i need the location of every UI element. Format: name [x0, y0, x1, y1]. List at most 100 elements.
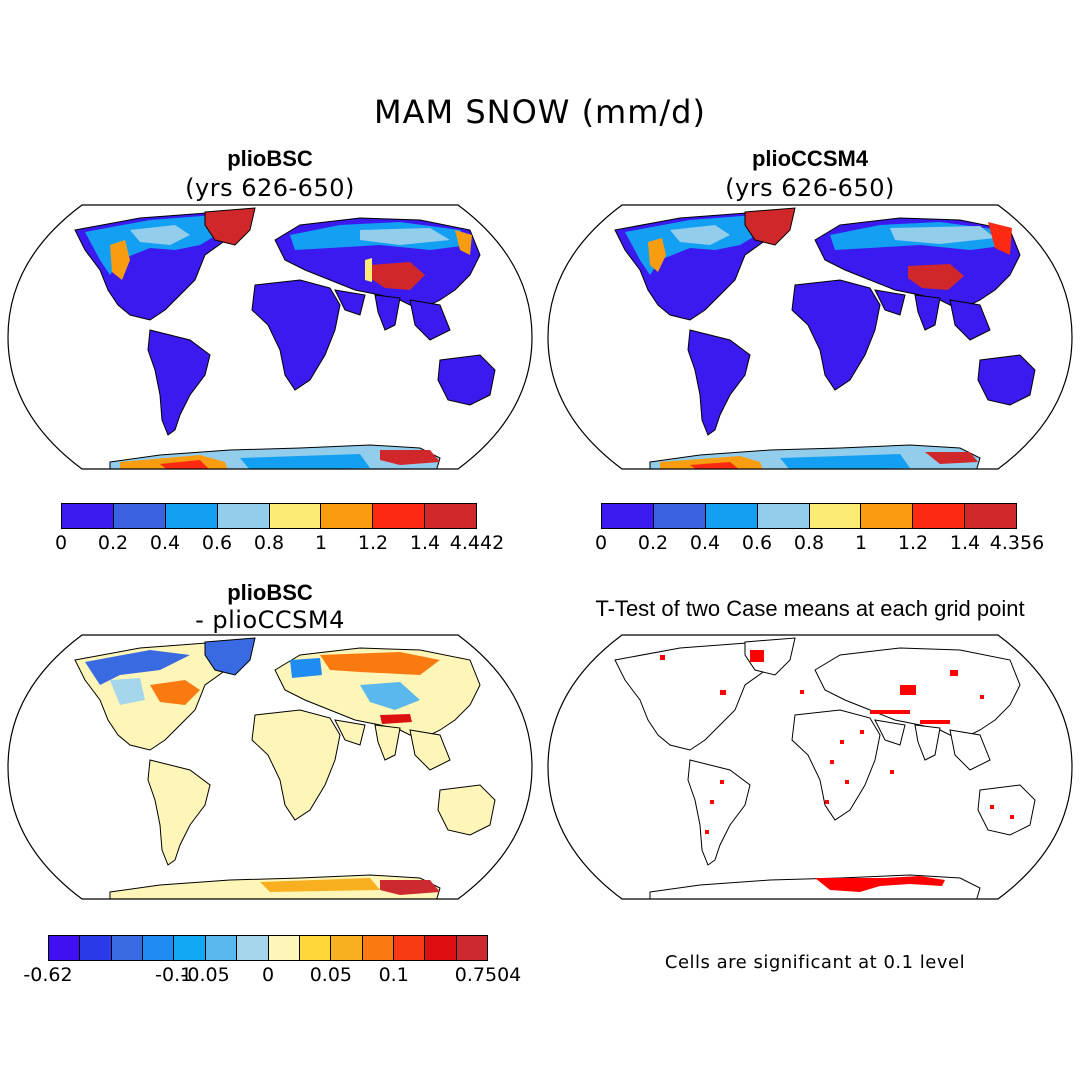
arabia-region: [874, 289, 906, 316]
colorbar-cell: [205, 936, 238, 960]
greenland: [204, 637, 256, 676]
na-snow-high: [648, 238, 666, 272]
india-region: [914, 294, 941, 331]
colorbar-tick-label: 0.8: [253, 532, 285, 554]
australia-region: [437, 354, 496, 406]
greenland-outline: [744, 637, 796, 676]
na-diff-neg: [85, 650, 190, 685]
eurasia-diff-pos: [320, 652, 440, 675]
tibet-diff-red: [380, 714, 412, 724]
antarctica-interior: [240, 454, 370, 469]
colorbar-cell: [237, 936, 269, 960]
colorbar-cell: [757, 504, 810, 528]
colorbar-cell: [49, 936, 81, 960]
colorbar-tick-label: 0.6: [201, 532, 233, 554]
se-asia-region: [409, 299, 451, 341]
colorbar-cell: [80, 936, 112, 960]
colorbar-tick-label: 1.4: [409, 532, 441, 554]
se-asia-region: [409, 729, 451, 771]
colorbar-cell: [913, 504, 966, 528]
antarctica-interior: [780, 454, 910, 469]
south-america-outline: [687, 759, 751, 866]
colorbar-cell: [269, 504, 322, 528]
colorbar-tick-label: 0.4: [149, 532, 181, 554]
panel-1-title: plioBSC: [227, 146, 313, 171]
colorbar-tick-label: -0.05: [180, 964, 230, 986]
significance-note: Cells are significant at 0.1 level: [664, 952, 966, 973]
colorbar-cell: [653, 504, 706, 528]
colorbar-tick-label: -0.1: [155, 964, 193, 986]
arabia-region: [334, 719, 366, 746]
colorbar-cell: [425, 504, 476, 528]
map-pliobsc: [7, 204, 533, 470]
australia-region: [437, 784, 496, 836]
map-ttest: [547, 634, 1073, 900]
colorbar-cell: [62, 504, 114, 528]
australia-region: [977, 354, 1036, 406]
colorbar-cell: [331, 936, 363, 960]
colorbar-tick-label: 0.4: [689, 532, 721, 554]
africa-region: [791, 279, 881, 391]
arabia-outline: [874, 719, 906, 746]
tibet-snow: [370, 262, 425, 290]
greenland: [744, 207, 796, 246]
colorbar-cell: [174, 936, 206, 960]
colorbar-cell: [111, 936, 144, 960]
map-3-border: [7, 634, 533, 900]
map-2-border: [547, 204, 1073, 470]
significant-cells: [660, 650, 1014, 834]
na-snow-high: [110, 240, 130, 280]
panel-1-subtitle: (yrs 626-650): [185, 174, 355, 202]
colorbar-cell: [809, 504, 862, 528]
colorbar-cell: [299, 936, 332, 960]
antarctica-east-red: [925, 452, 978, 464]
antarctica-east-red: [380, 450, 440, 465]
colorbar-tick-label: 0.05: [309, 964, 352, 986]
colorbar-cell: [456, 936, 488, 960]
panel-3-title: plioBSC: [227, 580, 313, 605]
siberia-snow-light: [890, 226, 995, 244]
colorbar-tick-label: 1.2: [357, 532, 389, 554]
colorbar-tick-label: 1.4: [949, 532, 981, 554]
colorbar-cell: [362, 936, 394, 960]
colorbar-cell: [965, 504, 1016, 528]
antarctica-coast-red: [690, 462, 740, 469]
colorbar-pliobsc: [61, 503, 477, 529]
colorbar-cell: [113, 504, 166, 528]
figure-title: MAM SNOW (mm/d): [374, 93, 706, 131]
map-1-border: [7, 204, 533, 470]
na-snow-light: [670, 225, 730, 245]
colorbar-tick-label: 0.2: [97, 532, 129, 554]
colorbar-tick-label: 0.7504: [454, 964, 522, 986]
india-outline: [914, 724, 941, 761]
colorbar-cell: [321, 504, 374, 528]
panel-4-title: T-Test of two Case means at each grid po…: [595, 596, 1025, 621]
map-pliocsm4: [547, 204, 1073, 470]
colorbar-cell: [393, 936, 426, 960]
colorbar-cell: [143, 936, 175, 960]
tibet-snow: [908, 264, 964, 290]
colorbar-cell: [425, 936, 457, 960]
map-difference: [7, 634, 533, 900]
colorbar-cell: [602, 504, 654, 528]
colorbar-cell: [861, 504, 914, 528]
colorbar-difference: [48, 935, 488, 961]
na-diff-mid: [110, 678, 145, 705]
na-snow-yellow: [130, 225, 190, 245]
eurasia-outline: [814, 647, 1021, 741]
colorbar-tick-label: 1: [854, 532, 868, 554]
colorbar-tick-label: 0.2: [637, 532, 669, 554]
colorbar-tick-label: -0.62: [23, 964, 73, 986]
africa-region: [251, 279, 341, 391]
colorbar-tick-label: 0.1: [378, 964, 409, 986]
se-asia-region: [949, 299, 991, 341]
kamchatka-snow: [988, 222, 1012, 255]
colorbar-pliocsm4: [601, 503, 1017, 529]
colorbar-cell: [217, 504, 270, 528]
colorbar-tick-label: 0.6: [741, 532, 773, 554]
colorbar-cell: [373, 504, 426, 528]
europe-diff-blue: [290, 658, 322, 678]
antarctica-diff-orange: [260, 878, 380, 892]
antarctica-diff-red: [380, 880, 440, 895]
colorbar-tick-label: 4.442: [449, 532, 505, 554]
